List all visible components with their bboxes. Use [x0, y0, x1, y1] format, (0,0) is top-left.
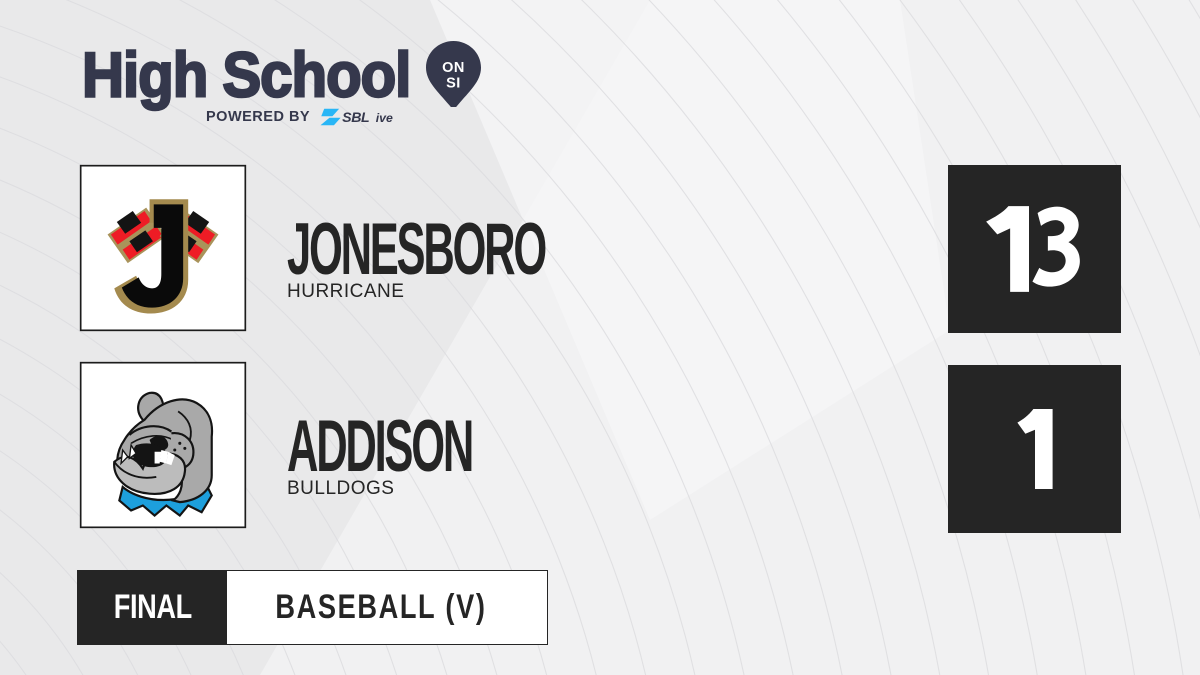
svg-text:SBL: SBL — [342, 110, 369, 126]
svg-text:ON: ON — [442, 60, 465, 76]
svg-text:SI: SI — [446, 75, 461, 91]
svg-text:ive: ive — [376, 111, 393, 125]
